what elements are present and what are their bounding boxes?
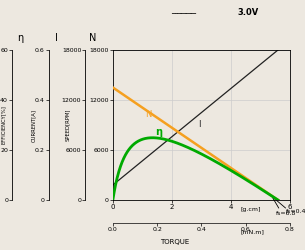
Text: [g.cm]: [g.cm]	[240, 207, 261, 212]
Text: N: N	[89, 33, 97, 43]
Text: SPEED[RPM]: SPEED[RPM]	[65, 109, 70, 141]
Text: CURRENT[A]: CURRENT[A]	[31, 108, 36, 142]
Text: TORQUE: TORQUE	[160, 239, 189, 245]
Text: fs=0.42: fs=0.42	[286, 209, 305, 214]
Text: 3.0V: 3.0V	[238, 8, 259, 17]
Text: EFFICIENCY[%]: EFFICIENCY[%]	[1, 106, 5, 144]
Text: [mN.m]: [mN.m]	[240, 230, 264, 235]
Text: fs=6.8: fs=6.8	[276, 212, 296, 216]
Text: η: η	[17, 33, 23, 43]
Text: I: I	[55, 33, 58, 43]
Text: I: I	[199, 120, 201, 129]
Text: N: N	[145, 110, 152, 119]
Text: η: η	[155, 127, 162, 137]
Text: ─────: ─────	[171, 8, 196, 17]
